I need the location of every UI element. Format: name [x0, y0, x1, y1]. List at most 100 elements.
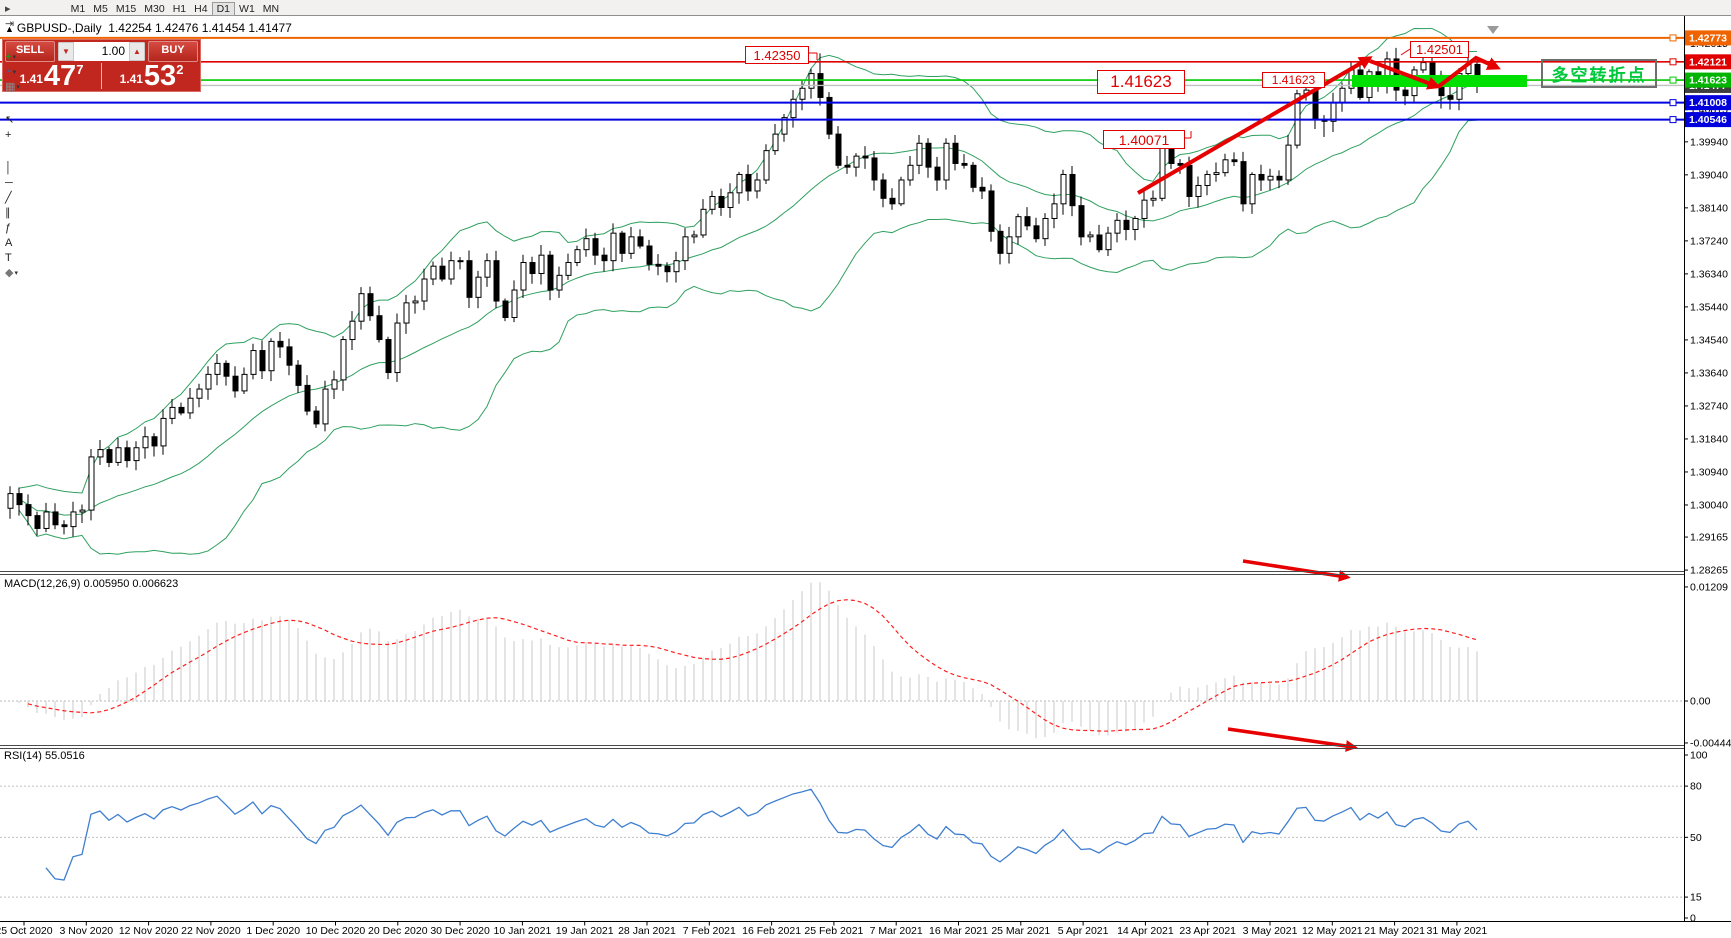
collapse-icon[interactable]: ▲ — [5, 24, 14, 34]
crosshair-glyph: + — [5, 128, 12, 141]
turning-point-label[interactable]: 多空转折点 — [1541, 59, 1657, 88]
svg-text:1.41008: 1.41008 — [1689, 97, 1727, 109]
chevron-down-icon[interactable]: ▾ — [12, 53, 16, 61]
svg-text:14 Apr 2021: 14 Apr 2021 — [1117, 925, 1174, 937]
svg-text:1.34540: 1.34540 — [1690, 334, 1728, 346]
volume-decrease-button[interactable]: ▼ — [58, 41, 74, 61]
svg-text:21 May 2021: 21 May 2021 — [1364, 925, 1425, 937]
timeframe-m30[interactable]: M30 — [144, 2, 165, 15]
buy-quote[interactable]: 1.41 53 2 — [102, 62, 201, 91]
buy-button[interactable]: BUY — [148, 40, 198, 62]
svg-text:7 Mar 2021: 7 Mar 2021 — [870, 925, 923, 937]
svg-text:25 Mar 2021: 25 Mar 2021 — [991, 925, 1050, 937]
cursor-glyph: ↖ — [5, 113, 15, 126]
volume-box: ▼ ▲ — [58, 41, 145, 61]
time-axis: 25 Oct 2020 3 Nov 2020 12 Nov 2020 22 Nov 2… — [0, 921, 1488, 937]
volume-input[interactable] — [74, 41, 129, 61]
panel-borders — [0, 16, 1731, 922]
trendline-tool[interactable]: ╱ — [2, 191, 67, 206]
fibonacci-tool[interactable]: ƒ — [2, 221, 67, 236]
svg-text:7 Feb 2021: 7 Feb 2021 — [683, 925, 736, 937]
svg-text:15: 15 — [1690, 892, 1702, 904]
svg-text:20 Dec 2020: 20 Dec 2020 — [368, 925, 428, 937]
svg-text:80: 80 — [1690, 781, 1702, 793]
svg-text:1.37240: 1.37240 — [1690, 235, 1728, 247]
timeframe-switcher: M1 M5 M15 M30 H1 H4 D1 W1 MN — [67, 0, 283, 17]
svg-text:12 May 2021: 12 May 2021 — [1302, 925, 1363, 937]
vertical-line-glyph: │ — [5, 161, 12, 174]
svg-text:1.41623: 1.41623 — [1689, 75, 1727, 87]
svg-text:-0.004446: -0.004446 — [1690, 737, 1731, 749]
one-click-trading-panel: SELL ▼ ▲ BUY 1.41 47 7 1.41 53 2 — [2, 39, 201, 92]
cursor-tool[interactable]: ↖ — [2, 113, 67, 128]
timeframe-m1[interactable]: M1 — [70, 2, 86, 15]
sell-price-point: 7 — [76, 62, 84, 77]
trendline-glyph: ╱ — [5, 191, 12, 204]
chart-shift-marker — [1487, 26, 1499, 34]
templates-glyph: ▦ — [5, 80, 16, 93]
sell-quote[interactable]: 1.41 47 7 — [2, 62, 101, 91]
svg-text:22 Nov 2020: 22 Nov 2020 — [181, 925, 241, 937]
svg-text:1.29165: 1.29165 — [1690, 532, 1728, 544]
sell-button[interactable]: SELL — [5, 40, 55, 62]
text-glyph: A — [5, 236, 13, 249]
crosshair-tool[interactable]: + — [2, 128, 67, 143]
chevron-down-icon[interactable]: ▾ — [12, 68, 17, 76]
timeframe-m5[interactable]: M5 — [93, 2, 108, 15]
horizontal-line-tool[interactable]: ─ — [2, 176, 67, 191]
indicators-button[interactable]: + ▾ — [2, 50, 67, 65]
auto-scroll-icon-glyph: ▸ — [5, 2, 11, 15]
rsi-indicator — [0, 785, 1684, 898]
chart-title: ▲ GBPUSD-,Daily 1.42254 1.42476 1.41454 1… — [5, 21, 292, 35]
svg-text:1.39040: 1.39040 — [1690, 169, 1728, 181]
price-text-label[interactable]: 1.42350 — [745, 46, 809, 64]
price-text-label[interactable]: 1.41623 — [1097, 70, 1185, 94]
svg-text:1.42121: 1.42121 — [1689, 56, 1727, 68]
bollinger-bands — [18, 27, 1478, 555]
svg-text:1.42773: 1.42773 — [1689, 32, 1727, 44]
timeframe-w1[interactable]: W1 — [239, 2, 255, 15]
svg-text:1.40546: 1.40546 — [1689, 114, 1727, 126]
svg-text:10 Dec 2020: 10 Dec 2020 — [306, 925, 366, 937]
svg-text:1.36340: 1.36340 — [1690, 268, 1728, 280]
chevron-down-icon[interactable]: ▾ — [16, 83, 20, 91]
price-text-label[interactable]: 1.42501 — [1410, 41, 1469, 58]
svg-text:16 Mar 2021: 16 Mar 2021 — [929, 925, 988, 937]
text-tool[interactable]: A — [2, 236, 67, 251]
vertical-line-tool[interactable]: │ — [2, 161, 67, 176]
periods-button[interactable]: ◔ ▾ — [2, 65, 67, 80]
svg-text:0.00: 0.00 — [1690, 696, 1711, 708]
timeframe-h4[interactable]: H4 — [194, 2, 208, 15]
timeframe-h1[interactable]: H1 — [172, 2, 187, 15]
label-glyph: T — [5, 251, 12, 264]
svg-text:1.30940: 1.30940 — [1690, 466, 1728, 478]
channel-tool[interactable]: ∥ — [2, 206, 67, 221]
timeframe-m15[interactable]: M15 — [115, 2, 137, 15]
label-tool[interactable]: T — [2, 251, 67, 266]
svg-text:1.35440: 1.35440 — [1690, 301, 1728, 313]
price-text-label[interactable]: 1.41623 — [1262, 72, 1325, 88]
arrows-tool[interactable]: ◆ ▾ — [2, 266, 67, 281]
chart-ohlc-readout: 1.42254 1.42476 1.41454 1.41477 — [108, 21, 292, 35]
price-text-label[interactable]: 1.40071 — [1103, 130, 1185, 149]
rsi-indicator-label: RSI(14) 55.0516 — [4, 750, 85, 762]
timeframe-mn[interactable]: MN — [262, 2, 280, 15]
trend-arrows — [1136, 55, 1501, 752]
arrows-glyph: ◆ — [5, 266, 14, 279]
chart-shift-icon-glyph: ⇥ — [5, 17, 15, 30]
svg-text:31 May 2021: 31 May 2021 — [1427, 925, 1488, 937]
svg-text:0.01209: 0.01209 — [1690, 581, 1728, 593]
macd-indicator-label: MACD(12,26,9) 0.005950 0.006623 — [4, 578, 179, 590]
sell-price-figure: 1.41 — [19, 72, 43, 86]
chevron-down-icon[interactable]: ▾ — [14, 269, 18, 277]
templates-button[interactable]: ▦ ▾ — [2, 80, 67, 95]
periods-glyph: ◔ — [5, 65, 12, 78]
quote-divider — [101, 62, 102, 89]
svg-text:5 Apr 2021: 5 Apr 2021 — [1058, 925, 1109, 937]
volume-increase-button[interactable]: ▲ — [129, 41, 145, 61]
auto-scroll-icon[interactable]: ▸ — [2, 2, 67, 17]
chart-shift-icon[interactable]: ⇥ — [2, 17, 67, 32]
indicators-glyph: + — [5, 50, 12, 63]
timeframe-d1[interactable]: D1 — [211, 1, 236, 16]
